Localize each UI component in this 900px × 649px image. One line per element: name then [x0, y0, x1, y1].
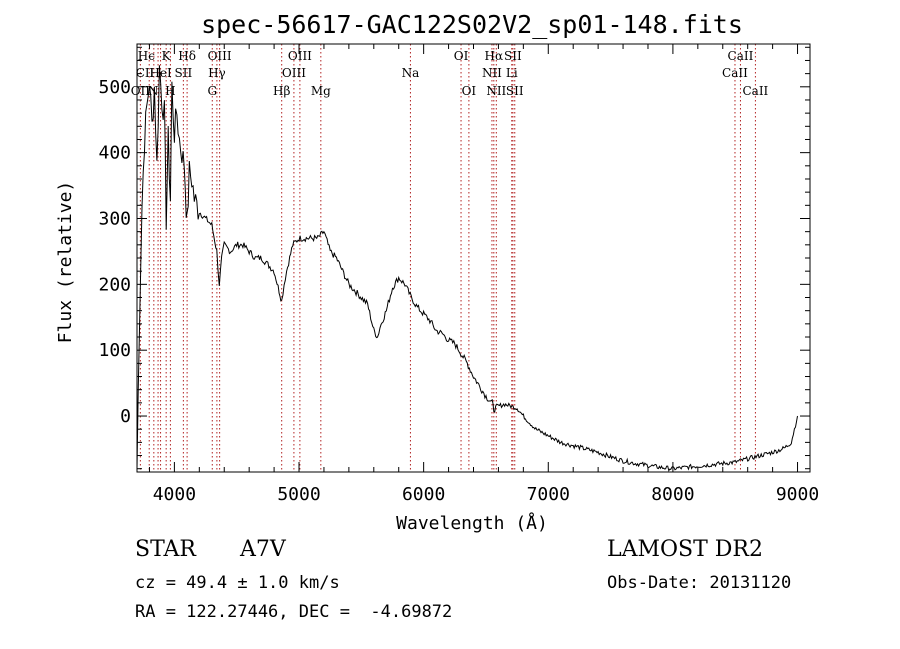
line-label-5: K: [162, 49, 172, 63]
object-subclass: A7V: [240, 537, 286, 562]
x-tick-label-2: 6000: [402, 484, 445, 505]
line-label-22: Li: [506, 66, 518, 80]
line-label-extra-2: N: [148, 84, 159, 98]
chart-title: spec-56617-GAC122S02V2_sp01-148.fits: [201, 10, 743, 39]
plot-frame: [136, 43, 811, 473]
line-label-9: G: [207, 84, 217, 98]
y-tick-label-3: 300: [98, 208, 131, 229]
y-axis-label: Flux (relative): [55, 181, 76, 344]
observation-date: Obs-Date: 20131120: [607, 573, 792, 593]
line-label-16: Na: [402, 66, 420, 80]
line-label-19: NII: [482, 66, 502, 80]
line-label-24: SII: [506, 84, 524, 98]
line-label-7: SII: [175, 66, 193, 80]
y-tick-label-2: 200: [98, 274, 131, 295]
line-label-10: Hγ: [208, 66, 226, 80]
line-label-14: OIII: [288, 49, 312, 63]
line-label-8: Hδ: [178, 49, 196, 63]
line-label-21: NII: [486, 84, 506, 98]
redshift-text: cz = 49.4 ± 1.0 km/s: [135, 573, 340, 593]
y-axis: 0 100 200 300 400 500: [98, 46, 810, 470]
survey-name: LAMOST DR2: [607, 537, 763, 562]
x-axis-label: Wavelength (Å): [396, 512, 548, 534]
line-label-20: Hα: [485, 49, 504, 63]
spectrum-series: [136, 65, 798, 472]
line-label-26: CaII: [728, 49, 754, 63]
x-tick-label-0: 4000: [153, 484, 196, 505]
line-label-11: OIII: [208, 49, 232, 63]
x-tick-label-5: 9000: [776, 484, 819, 505]
line-label-extra-0: Hϵ: [138, 49, 155, 63]
spectral-line-labels: OIIHeIKHSIIHδGHγOIIIHβOIIIOIIIMgNaOIOINI…: [131, 49, 769, 98]
spectrum-line: [136, 65, 798, 472]
spectral-line-markers: [139, 44, 756, 472]
line-label-6: H: [165, 84, 175, 98]
line-label-17: OI: [454, 49, 469, 63]
line-label-27: CaII: [742, 84, 768, 98]
line-label-0: OII: [131, 84, 151, 98]
y-tick-label-5: 500: [98, 77, 131, 98]
coordinates-text: RA = 122.27446, DEC = -4.69872: [135, 602, 453, 622]
line-label-4: HeI: [149, 66, 172, 80]
x-tick-label-1: 5000: [277, 484, 320, 505]
line-label-25: CaII: [722, 66, 748, 80]
line-label-15: Mg: [311, 84, 331, 98]
line-label-13: OIII: [282, 66, 306, 80]
line-label-23: SII: [504, 49, 522, 63]
object-class: STAR: [135, 537, 196, 562]
x-tick-label-3: 7000: [527, 484, 570, 505]
line-label-extra-1: CII: [136, 66, 155, 80]
line-label-12: Hβ: [273, 84, 290, 98]
x-axis: 4000 5000 6000 7000 8000 9000: [148, 44, 819, 505]
line-label-18: OI: [462, 84, 477, 98]
y-tick-label-1: 100: [98, 340, 131, 361]
y-tick-label-4: 400: [98, 143, 131, 164]
x-tick-label-4: 8000: [651, 484, 694, 505]
y-tick-label-0: 0: [120, 406, 131, 427]
